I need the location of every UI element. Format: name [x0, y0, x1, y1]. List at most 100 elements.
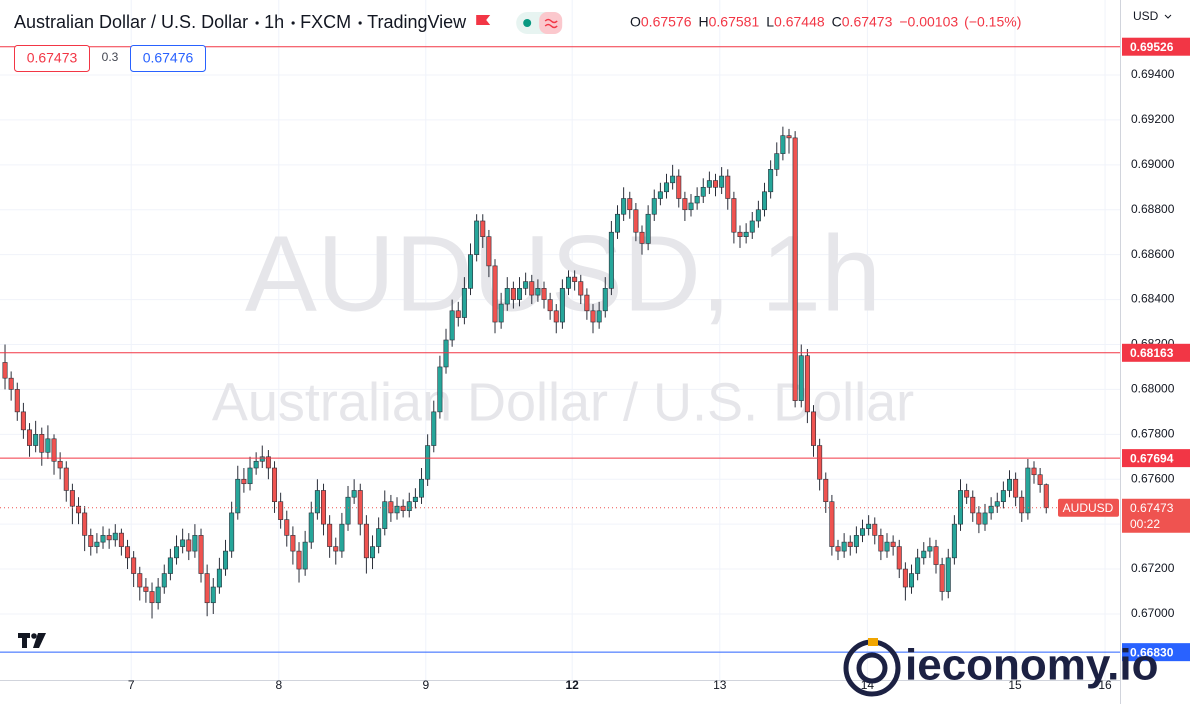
candle-body — [45, 438, 51, 453]
x-tick-label: 9 — [422, 678, 429, 692]
candle-body — [964, 490, 970, 498]
candle-body — [700, 186, 706, 197]
candle-body — [725, 175, 731, 199]
candle-body — [639, 231, 645, 244]
candle-body — [174, 546, 180, 559]
status-wave — [544, 18, 558, 29]
candle-body — [670, 175, 676, 184]
candle-body — [39, 434, 45, 453]
candle-body — [884, 541, 890, 552]
candle-body — [841, 541, 847, 552]
x-tick-label: 8 — [275, 678, 282, 692]
candle-body — [768, 169, 774, 193]
candle-body — [321, 490, 327, 525]
candle-body — [8, 377, 14, 390]
candle-body — [345, 496, 351, 525]
logo-ring — [856, 652, 888, 684]
candle-body — [633, 209, 639, 233]
candle-body — [161, 573, 167, 588]
candle-body — [657, 191, 663, 199]
candle-body — [137, 573, 143, 588]
candle-body — [1025, 467, 1031, 514]
status-dot — [523, 19, 532, 27]
candle-body — [112, 532, 118, 541]
spread: 0.3 — [102, 50, 119, 64]
candle-body — [425, 445, 431, 480]
level-tag — [1122, 37, 1190, 56]
x-tick-label: 13 — [713, 678, 727, 692]
candle-body — [14, 389, 20, 413]
change-percent: (−0.15%) — [964, 14, 1021, 30]
candle-body — [253, 460, 259, 469]
candle-body — [559, 288, 565, 323]
tv-logo-part — [22, 633, 27, 648]
candle-body — [878, 535, 884, 552]
candle-body — [615, 213, 621, 233]
candle-body — [94, 541, 100, 547]
y-tick-label: 0.68800 — [1131, 202, 1175, 216]
source: FXCM — [300, 12, 351, 32]
candle-body — [774, 153, 780, 170]
candle-body — [547, 299, 553, 312]
candle-body — [762, 191, 768, 211]
candle-body — [431, 411, 437, 446]
site-logo: ieconomy.io — [843, 638, 1158, 697]
candle-body — [566, 276, 572, 289]
candle-body — [186, 539, 192, 552]
candle-body — [412, 496, 418, 502]
candle-body — [443, 339, 449, 368]
candle-body — [382, 501, 388, 529]
price-tag-countdown: 00:22 — [1130, 517, 1160, 531]
candle-body — [590, 310, 596, 323]
candle-body — [927, 546, 933, 552]
candle-body — [682, 198, 688, 211]
candle-body — [461, 288, 467, 318]
candle-body — [327, 523, 333, 547]
candle-body — [241, 478, 247, 485]
candle-body — [63, 467, 69, 491]
x-tick-label: 16 — [1098, 678, 1112, 692]
separator — [291, 21, 295, 25]
x-tick-label: 12 — [566, 678, 580, 692]
change: −0.00103 — [899, 14, 958, 30]
candle-body — [192, 535, 198, 552]
candle-body — [676, 175, 682, 199]
candle-body — [82, 512, 88, 536]
candle-body — [743, 231, 749, 237]
candle-body — [284, 519, 290, 536]
candle-body — [333, 546, 339, 552]
candle-body — [896, 546, 902, 570]
candle-body — [933, 546, 939, 565]
candle-body — [951, 523, 957, 559]
x-tick-label: 7 — [128, 678, 135, 692]
candle-body — [106, 535, 112, 541]
candle-body — [1031, 467, 1037, 476]
sell-box — [14, 45, 90, 72]
candle-body — [155, 586, 161, 604]
candle-body — [351, 490, 357, 498]
buy-price: 0.67476 — [143, 50, 194, 66]
candle-body — [339, 523, 345, 552]
candle-body — [645, 213, 651, 244]
candle-body — [755, 209, 761, 222]
platform: TradingView — [367, 12, 467, 32]
candle-body — [2, 362, 8, 379]
candle-body — [860, 528, 866, 536]
candle-body — [1013, 478, 1019, 498]
candle-body — [523, 281, 529, 289]
ohlc-key: L — [766, 14, 774, 30]
candle-body — [737, 231, 743, 237]
candle-body — [731, 198, 737, 233]
tv-logo-part — [33, 633, 46, 648]
ohlc-value: 0.67473 — [842, 14, 893, 30]
candle-body — [1007, 478, 1013, 491]
candle-body — [694, 195, 700, 204]
candle-body — [939, 564, 945, 592]
y-tick-label: 0.69000 — [1131, 157, 1175, 171]
time-axis-bg — [0, 680, 1120, 704]
candle-body — [651, 198, 657, 215]
candle-body — [406, 501, 412, 511]
candle-body — [88, 535, 94, 547]
candle-body — [988, 505, 994, 514]
ohlc-key: H — [699, 14, 709, 30]
